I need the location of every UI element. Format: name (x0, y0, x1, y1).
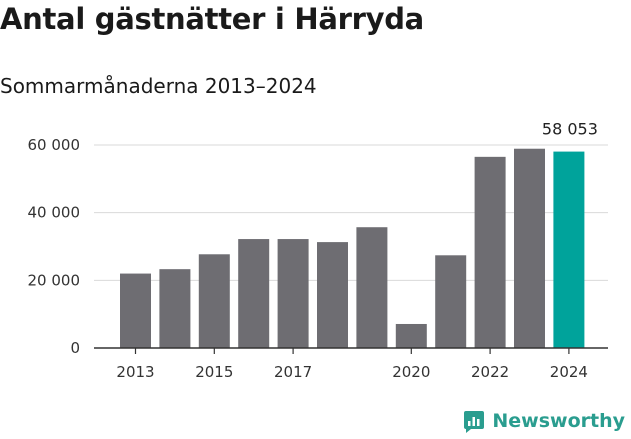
y-tick-label: 40 000 (28, 204, 81, 222)
y-tick-label: 0 (70, 339, 80, 357)
x-tick-label: 2020 (392, 363, 430, 381)
x-tick-label: 2013 (116, 363, 154, 381)
bar-2016 (238, 239, 270, 348)
newsworthy-brand: Newsworthy (462, 409, 625, 433)
bar-2024 (553, 151, 585, 348)
newsworthy-logo-icon (464, 411, 485, 433)
bar-2014 (159, 269, 191, 348)
chart-subtitle: Sommarmånaderna 2013–2024 (0, 74, 317, 98)
bar-2021 (435, 255, 467, 348)
x-tick-label: 2024 (550, 363, 588, 381)
bar-2017 (277, 239, 309, 348)
x-tick-label: 2015 (195, 363, 233, 381)
y-tick-label: 20 000 (28, 271, 81, 289)
data-label: 58 053 (542, 120, 598, 139)
chart-title: Antal gästnätter i Härryda (0, 2, 424, 36)
x-tick-label: 2022 (471, 363, 509, 381)
bar-2013 (120, 273, 151, 348)
y-tick-label: 60 000 (28, 136, 81, 154)
bar-2015 (198, 254, 230, 348)
x-tick-label: 2017 (274, 363, 312, 381)
bar-2023 (514, 148, 545, 348)
bar-2020 (395, 323, 427, 348)
brand-name: Newsworthy (492, 410, 625, 432)
bar-2018 (317, 242, 348, 348)
bar-2022 (474, 156, 506, 348)
bar-2019 (356, 227, 388, 348)
